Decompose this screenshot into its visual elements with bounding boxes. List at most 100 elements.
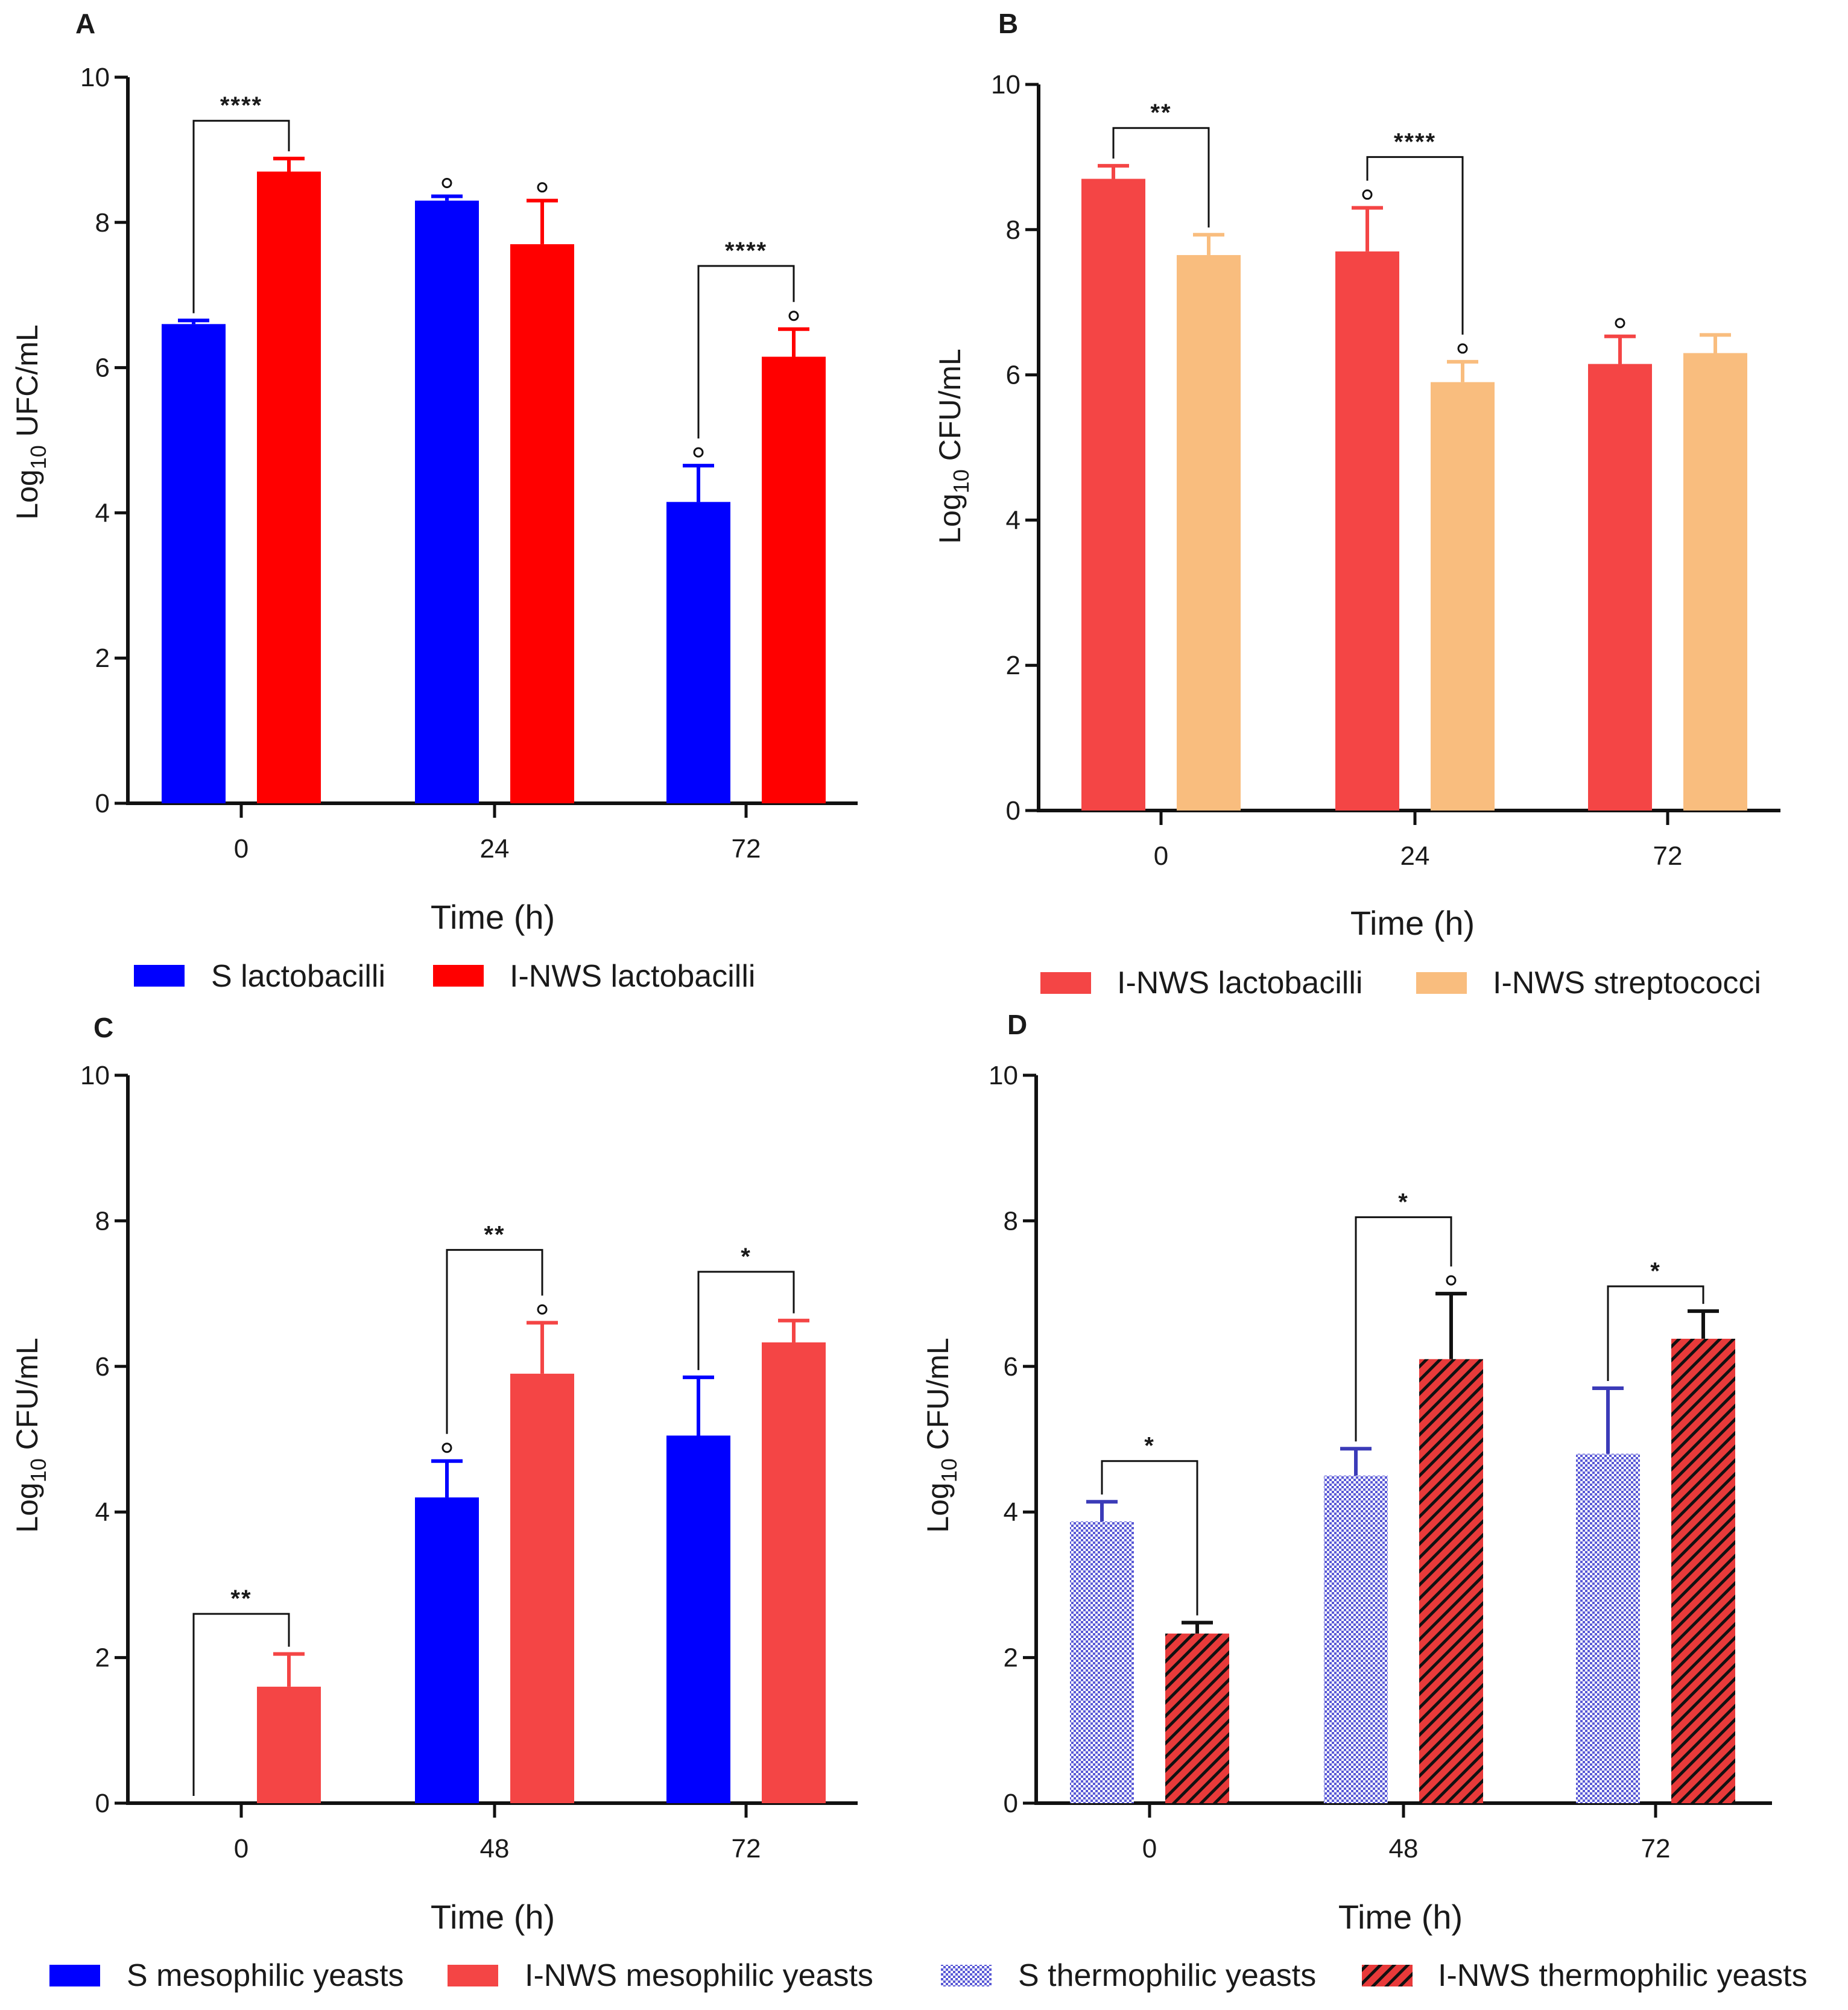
panel-label: A (75, 8, 95, 39)
bar (1081, 179, 1145, 811)
significance-bracket (1101, 1460, 1198, 1616)
y-tick-label: 10 (80, 63, 110, 92)
panel-label: C (93, 1012, 113, 1043)
significance-label: **** (1394, 128, 1436, 155)
x-axis-title: Time (h) (1350, 904, 1475, 942)
bar (1177, 254, 1241, 811)
degree-mark (537, 182, 548, 193)
x-tick-label: 0 (1154, 841, 1168, 871)
y-tick-label: 2 (1004, 1643, 1018, 1673)
x-tick-label: 48 (480, 1834, 510, 1863)
x-tick-label: 72 (732, 1834, 761, 1863)
legend-swatch (448, 1965, 498, 1986)
y-axis-label: Log10 UFC/mL (10, 324, 51, 519)
bar (666, 502, 730, 803)
y-tick-label: 0 (1004, 1789, 1018, 1818)
legend-label: I-NWS lactobacilli (510, 959, 755, 994)
bar (666, 1435, 730, 1803)
x-tick-label: 72 (1641, 1834, 1671, 1863)
y-tick-label: 6 (95, 353, 110, 383)
y-tick-label: 8 (1006, 215, 1021, 245)
y-tick-label: 6 (1004, 1352, 1018, 1382)
legend-label: I-NWS mesophilic yeasts (525, 1958, 873, 1993)
legend-label: S lactobacilli (211, 959, 385, 994)
significance-label: * (1650, 1258, 1661, 1285)
x-tick-label: 72 (1653, 841, 1683, 871)
y-tick-label: 8 (95, 1206, 110, 1236)
bar (762, 356, 826, 803)
significance-bracket (192, 119, 290, 314)
bar (1165, 1633, 1229, 1803)
y-tick-label: 10 (80, 1061, 110, 1090)
bar (510, 244, 574, 803)
legend-label: I-NWS thermophilic yeasts (1438, 1958, 1808, 1993)
y-tick-label: 10 (991, 70, 1021, 100)
significance-bracket (1112, 127, 1210, 228)
significance-bracket (1366, 156, 1464, 335)
bar (1671, 1338, 1735, 1803)
panel-d: D Log10 CFU/mL Time (h) 0 2 4 6 8 10 0 48 72 * * * (921, 1009, 1772, 1936)
significance-label: **** (725, 238, 767, 264)
bar (1683, 353, 1747, 811)
x-tick-label: 48 (1389, 1834, 1419, 1863)
significance-bracket (446, 1249, 543, 1434)
x-axis-title: Time (h) (431, 898, 555, 936)
y-axis-label: Log10 CFU/mL (921, 1338, 961, 1532)
legend-label: I-NWS lactobacilli (1117, 965, 1362, 1000)
legend-panel-a: S lactobacilli I-NWS lactobacilli (134, 959, 755, 994)
bar (257, 171, 321, 803)
bar (1419, 1359, 1483, 1803)
significance-bracket (192, 1613, 290, 1796)
degree-mark (1362, 189, 1373, 200)
bar (762, 1342, 826, 1803)
legend-swatch (1040, 972, 1091, 994)
bar (1335, 251, 1399, 811)
degree-mark (441, 177, 452, 188)
panel-label: D (1007, 1009, 1027, 1040)
degree-mark (1615, 318, 1625, 329)
x-tick-label: 0 (234, 1834, 248, 1863)
y-tick-label: 8 (1004, 1206, 1018, 1236)
panel-label: B (998, 8, 1018, 39)
y-tick-label: 6 (1006, 361, 1021, 390)
significance-bracket (1355, 1216, 1452, 1442)
bar (1588, 364, 1652, 811)
legend-swatch (49, 1965, 100, 1986)
y-tick-label: 2 (1006, 651, 1021, 680)
degree-mark (441, 1443, 452, 1453)
x-tick-label: 0 (234, 834, 248, 864)
legend-swatch (433, 965, 484, 987)
y-tick-label: 2 (95, 643, 110, 673)
legend-panels-c-d: S mesophilic yeasts I-NWS mesophilic yea… (49, 1958, 1808, 1993)
y-axis-label: Log10 CFU/mL (10, 1338, 51, 1532)
bar (510, 1373, 574, 1803)
bar (415, 200, 479, 803)
degree-mark (537, 1304, 548, 1315)
y-tick-label: 4 (1004, 1497, 1018, 1527)
bar (1070, 1521, 1134, 1803)
x-axis-title: Time (h) (431, 1898, 555, 1936)
y-tick-label: 4 (95, 1497, 110, 1527)
significance-label: ** (484, 1222, 505, 1248)
bar (1431, 382, 1495, 811)
significance-bracket (697, 1271, 795, 1370)
legend-label: S mesophilic yeasts (127, 1958, 404, 1993)
legend-panel-b: I-NWS lactobacilli I-NWS streptococci (1040, 965, 1761, 1000)
y-tick-label: 0 (95, 1789, 110, 1818)
degree-mark (693, 447, 704, 458)
significance-label: * (1398, 1189, 1409, 1215)
y-tick-label: 8 (95, 208, 110, 238)
y-tick-label: 6 (95, 1352, 110, 1382)
significance-label: **** (220, 92, 262, 119)
y-tick-label: 0 (1006, 796, 1021, 826)
legend-swatch (134, 965, 185, 987)
legend-swatch (1362, 1965, 1413, 1986)
degree-mark (1457, 343, 1468, 354)
bar (1324, 1475, 1388, 1803)
bar (415, 1497, 479, 1803)
significance-label: ** (1150, 100, 1171, 126)
degree-mark (1446, 1275, 1457, 1286)
x-tick-label: 0 (1142, 1834, 1157, 1863)
